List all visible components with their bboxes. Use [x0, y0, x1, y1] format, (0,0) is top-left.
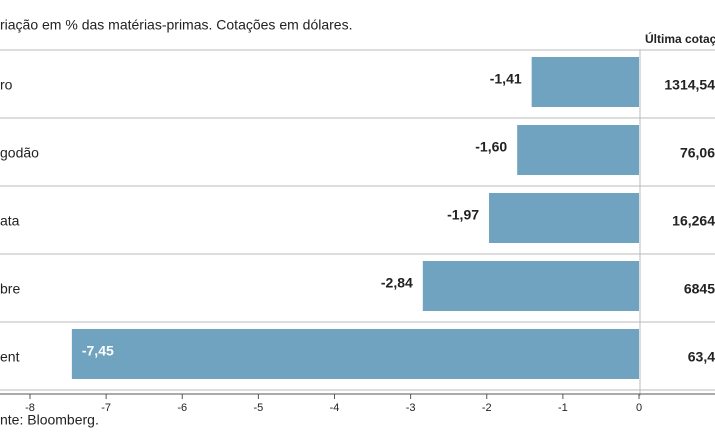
side-value: 76,06: [680, 145, 715, 161]
bar: [531, 57, 639, 107]
x-tick-label: -2: [482, 402, 492, 414]
x-tick-label: 0: [636, 402, 642, 414]
x-tick-label: -6: [177, 402, 187, 414]
value-label: -2,84: [381, 275, 413, 291]
side-value: 6845: [684, 281, 715, 297]
x-tick-label: -5: [253, 402, 263, 414]
x-tick-label: -1: [558, 402, 568, 414]
side-value: 16,264: [672, 213, 715, 229]
source: nte: Bloomberg.: [0, 412, 99, 428]
side-value: 1314,54: [664, 77, 715, 93]
category-label: ata: [0, 213, 20, 229]
x-tick-label: -4: [330, 402, 340, 414]
bar: [71, 329, 639, 379]
x-tick-label: -7: [101, 402, 111, 414]
category-label: bre: [0, 281, 20, 297]
bar: [517, 125, 639, 175]
bar: [489, 193, 639, 243]
side-header: Última cotaç: [645, 31, 715, 46]
x-tick-label: -3: [406, 402, 416, 414]
x-tick-label: -8: [25, 402, 35, 414]
category-label: ro: [0, 77, 13, 93]
category-label: ent: [0, 349, 20, 365]
bar: [422, 261, 639, 311]
value-label: -1,97: [447, 207, 479, 223]
value-label: -1,41: [490, 71, 522, 87]
chart-title: riação em % das matérias-primas. Cotaçõe…: [0, 17, 352, 33]
side-value: 63,4: [688, 349, 715, 365]
value-label: -1,60: [475, 139, 507, 155]
value-label: -7,45: [82, 343, 114, 359]
category-label: godão: [0, 145, 39, 161]
